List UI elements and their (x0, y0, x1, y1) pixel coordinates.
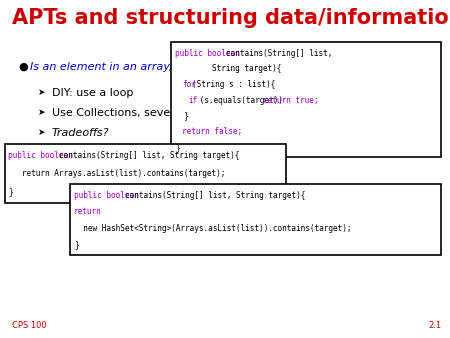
Text: new HashSet<String>(Arrays.asList(list)).contains(target);: new HashSet<String>(Arrays.asList(list))… (74, 224, 351, 233)
Text: Use Collections, several options: Use Collections, several options (52, 108, 229, 118)
Text: CPS 100: CPS 100 (12, 321, 47, 330)
Text: public boolean: public boolean (9, 151, 78, 160)
Text: return: return (74, 207, 102, 216)
Text: if: if (189, 96, 198, 105)
Text: ➤: ➤ (38, 108, 45, 117)
Text: }: } (175, 112, 189, 121)
Text: ●: ● (18, 62, 28, 72)
Text: 2.1: 2.1 (429, 321, 442, 330)
Text: contains(String[] list, String target){: contains(String[] list, String target){ (125, 191, 305, 200)
Text: APTs and structuring data/information: APTs and structuring data/information (12, 8, 450, 28)
Text: for: for (182, 80, 196, 89)
Text: Is an element in an array, Where is an element in an array?: Is an element in an array, Where is an e… (30, 62, 362, 72)
Text: }: } (9, 187, 13, 196)
Text: (s.equals(target)): (s.equals(target)) (195, 96, 288, 105)
Text: public boolean: public boolean (74, 191, 143, 200)
FancyBboxPatch shape (4, 144, 286, 203)
Text: contains(String[] list,: contains(String[] list, (226, 49, 332, 57)
Text: (String s : list){: (String s : list){ (192, 80, 275, 89)
Text: Tradeoffs?: Tradeoffs? (52, 128, 109, 138)
Text: return Arrays.asList(list).contains(target);: return Arrays.asList(list).contains(targ… (9, 169, 226, 178)
Text: ➤: ➤ (38, 88, 45, 97)
Text: contains(String[] list, String target){: contains(String[] list, String target){ (59, 151, 240, 160)
Text: return true;: return true; (263, 96, 319, 105)
FancyBboxPatch shape (171, 42, 441, 157)
Text: DIY: use a loop: DIY: use a loop (52, 88, 133, 98)
Text: return false;: return false; (182, 127, 242, 136)
Text: ➤: ➤ (38, 128, 45, 137)
FancyBboxPatch shape (70, 184, 441, 255)
Text: public boolean: public boolean (175, 49, 244, 57)
Text: String target){: String target){ (175, 64, 281, 73)
Text: }: } (74, 240, 78, 249)
Text: }: } (175, 143, 180, 152)
